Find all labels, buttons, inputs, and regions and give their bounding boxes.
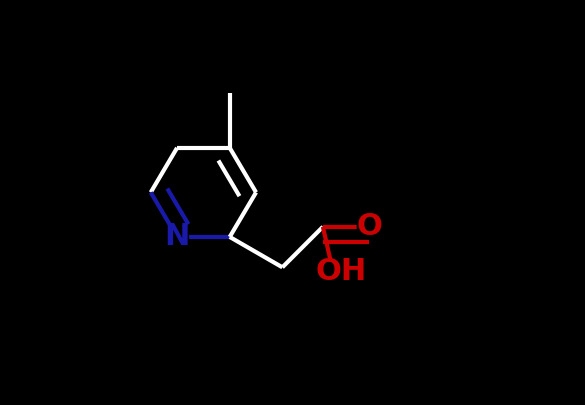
Text: N: N — [164, 222, 190, 252]
Text: OH: OH — [315, 257, 367, 286]
Text: O: O — [356, 212, 383, 241]
Circle shape — [357, 215, 381, 239]
Circle shape — [326, 257, 356, 286]
Circle shape — [166, 226, 188, 248]
